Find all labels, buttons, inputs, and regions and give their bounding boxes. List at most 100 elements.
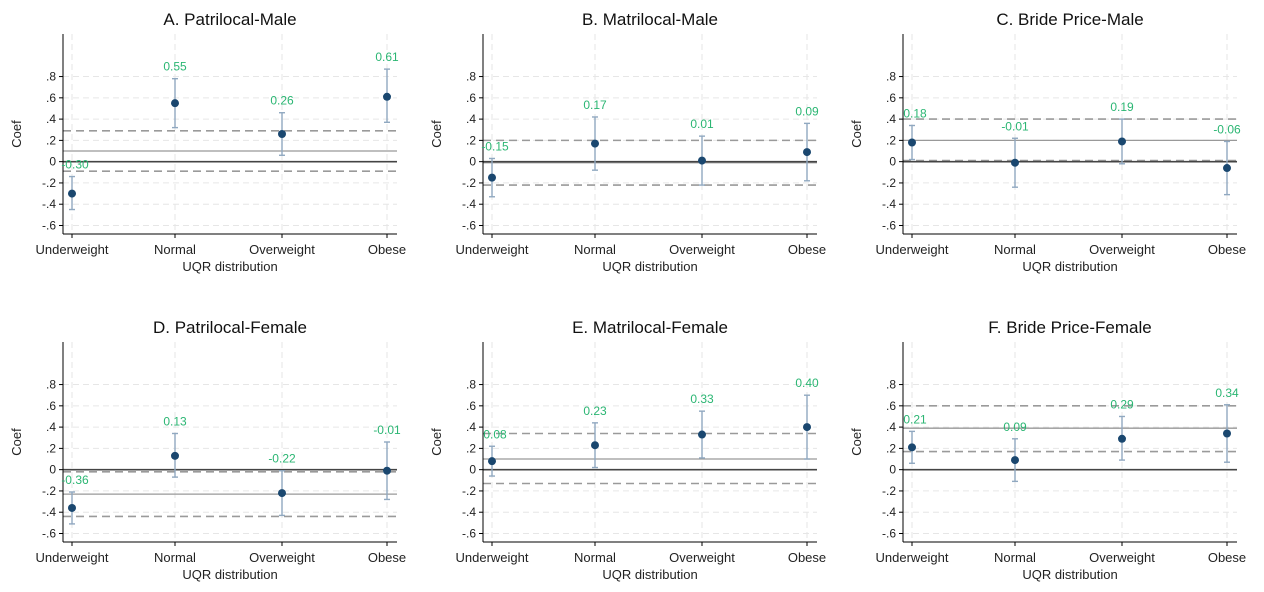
chart-3-ytick-label: 0: [49, 463, 56, 477]
chart-2-xtick-label: Overweight: [1089, 242, 1155, 257]
chart-panel-3: D. Patrilocal-Female .8 .6 .4 .2 0 -.2 -.4 -.6 Co…: [9, 318, 406, 582]
chart-title: B. Matrilocal-Male: [582, 10, 718, 29]
chart-0-ytick-label: 0: [49, 155, 56, 169]
x-axis-label: UQR distribution: [1022, 567, 1117, 582]
chart-2-ytick-label: -.4: [882, 197, 896, 211]
chart-2-point: [1223, 164, 1231, 173]
chart-5-value-label: 0.09: [1003, 420, 1027, 434]
chart-5-ytick-label: .8: [886, 378, 896, 392]
chart-1-point: [698, 156, 706, 165]
chart-5-ytick-label: .4: [886, 420, 896, 434]
chart-panel-5: F. Bride Price-Female .8 .6 .4 .2 0 -.2 -.4 -.6 C…: [849, 318, 1246, 582]
chart-0-ytick-label: -.6: [42, 218, 56, 232]
chart-2-ytick-label: .4: [886, 112, 896, 126]
chart-1-ytick-label: .4: [466, 112, 476, 126]
chart-3-point: [68, 503, 76, 512]
chart-3-value-label: -0.01: [373, 423, 401, 437]
chart-1-xtick-label: Obese: [788, 242, 826, 257]
x-axis-label: UQR distribution: [182, 567, 277, 582]
chart-0-xtick-label: Underweight: [36, 242, 109, 257]
chart-5-value-label: 0.21: [903, 412, 927, 426]
chart-5-ytick-label: -.4: [882, 505, 896, 519]
chart-1-ytick-label: 0: [469, 155, 476, 169]
chart-0-xtick-label: Obese: [368, 242, 406, 257]
chart-4-ytick-label: .2: [466, 441, 476, 455]
chart-2-value-label: -0.01: [1001, 119, 1029, 133]
chart-5-value-label: 0.34: [1215, 386, 1239, 400]
chart-4-point: [698, 430, 706, 439]
chart-1-point: [488, 173, 496, 182]
chart-panel-4: E. Matrilocal-Female .8 .6 .4 .2 0 -.2 -.4 -.6 Co…: [429, 318, 826, 582]
chart-3-point: [383, 466, 391, 475]
chart-3-xtick-label: Underweight: [36, 550, 109, 565]
chart-0-ytick-label: -.4: [42, 197, 56, 211]
chart-4-xtick-label: Obese: [788, 550, 826, 565]
chart-title: F. Bride Price-Female: [988, 318, 1151, 337]
y-axis-label: Coef: [9, 120, 24, 148]
chart-4-point: [488, 457, 496, 466]
chart-4-value-label: 0.40: [795, 376, 819, 390]
chart-2-point: [1011, 158, 1019, 167]
chart-2-value-label: 0.19: [1110, 100, 1134, 114]
chart-5-ytick-label: .2: [886, 441, 896, 455]
chart-5-point: [1223, 429, 1231, 438]
chart-0-point: [171, 99, 179, 108]
chart-5-xtick-label: Overweight: [1089, 550, 1155, 565]
chart-0-value-label: 0.55: [163, 60, 187, 74]
chart-4-ytick-label: -.4: [462, 505, 476, 519]
chart-0-point: [278, 130, 286, 138]
chart-5-ytick-label: .6: [886, 399, 896, 413]
chart-0-ytick-label: .4: [46, 112, 56, 126]
chart-1-ytick-label: -.4: [462, 197, 476, 211]
chart-2-xtick-label: Obese: [1208, 242, 1246, 257]
chart-4-xtick-label: Underweight: [456, 550, 529, 565]
chart-1-xtick-label: Underweight: [456, 242, 529, 257]
chart-0-ytick-label: .6: [46, 91, 56, 105]
chart-5-xtick-label: Underweight: [876, 550, 949, 565]
chart-5-xtick-label: Obese: [1208, 550, 1246, 565]
chart-2-value-label: -0.06: [1213, 122, 1241, 136]
chart-4-point: [591, 441, 599, 450]
chart-4-value-label: 0.08: [483, 427, 507, 441]
chart-2-xtick-label: Normal: [994, 242, 1036, 257]
chart-0-point: [68, 189, 76, 198]
chart-3-ytick-label: .4: [46, 420, 56, 434]
chart-0-xtick-label: Normal: [154, 242, 196, 257]
chart-0-ytick-label: -.2: [42, 176, 56, 190]
chart-5-point: [1118, 434, 1126, 443]
chart-2-ytick-label: .8: [886, 70, 896, 84]
chart-4-ytick-label: 0: [469, 463, 476, 477]
chart-3-ytick-label: .6: [46, 399, 56, 413]
chart-4-point: [803, 423, 811, 432]
chart-4-xtick-label: Normal: [574, 550, 616, 565]
chart-2-ytick-label: .2: [886, 133, 896, 147]
chart-2-point: [1118, 137, 1126, 146]
chart-0-value-label: 0.61: [375, 50, 399, 64]
chart-2-xtick-label: Underweight: [876, 242, 949, 257]
chart-4-value-label: 0.33: [690, 392, 714, 406]
x-axis-label: UQR distribution: [1022, 259, 1117, 274]
chart-1-ytick-label: -.6: [462, 218, 476, 232]
chart-1-xtick-label: Overweight: [669, 242, 735, 257]
chart-1-value-label: 0.17: [583, 98, 607, 112]
chart-0-value-label: 0.26: [270, 94, 294, 108]
chart-1-value-label: 0.09: [795, 104, 819, 118]
x-axis-label: UQR distribution: [602, 259, 697, 274]
chart-3-value-label: 0.13: [163, 414, 187, 428]
chart-panel-0: A. Patrilocal-Male .8 .6 .4 .2 0 -.2 -.4 -.6 Coef…: [9, 10, 406, 274]
chart-1-point: [803, 148, 811, 157]
chart-4-ytick-label: .4: [466, 420, 476, 434]
chart-1-ytick-label: .2: [466, 133, 476, 147]
chart-5-ytick-label: -.2: [882, 484, 896, 498]
chart-2-ytick-label: .6: [886, 91, 896, 105]
chart-panel-1: B. Matrilocal-Male .8 .6 .4 .2 0 -.2 -.4 -.6 Coef…: [429, 10, 826, 274]
chart-2-ytick-label: -.2: [882, 176, 896, 190]
y-axis-label: Coef: [429, 428, 444, 456]
chart-4-ytick-label: .8: [466, 378, 476, 392]
chart-3-xtick-label: Normal: [154, 550, 196, 565]
chart-2-ytick-label: 0: [889, 155, 896, 169]
chart-3-xtick-label: Obese: [368, 550, 406, 565]
chart-0-xtick-label: Overweight: [249, 242, 315, 257]
chart-1-xtick-label: Normal: [574, 242, 616, 257]
